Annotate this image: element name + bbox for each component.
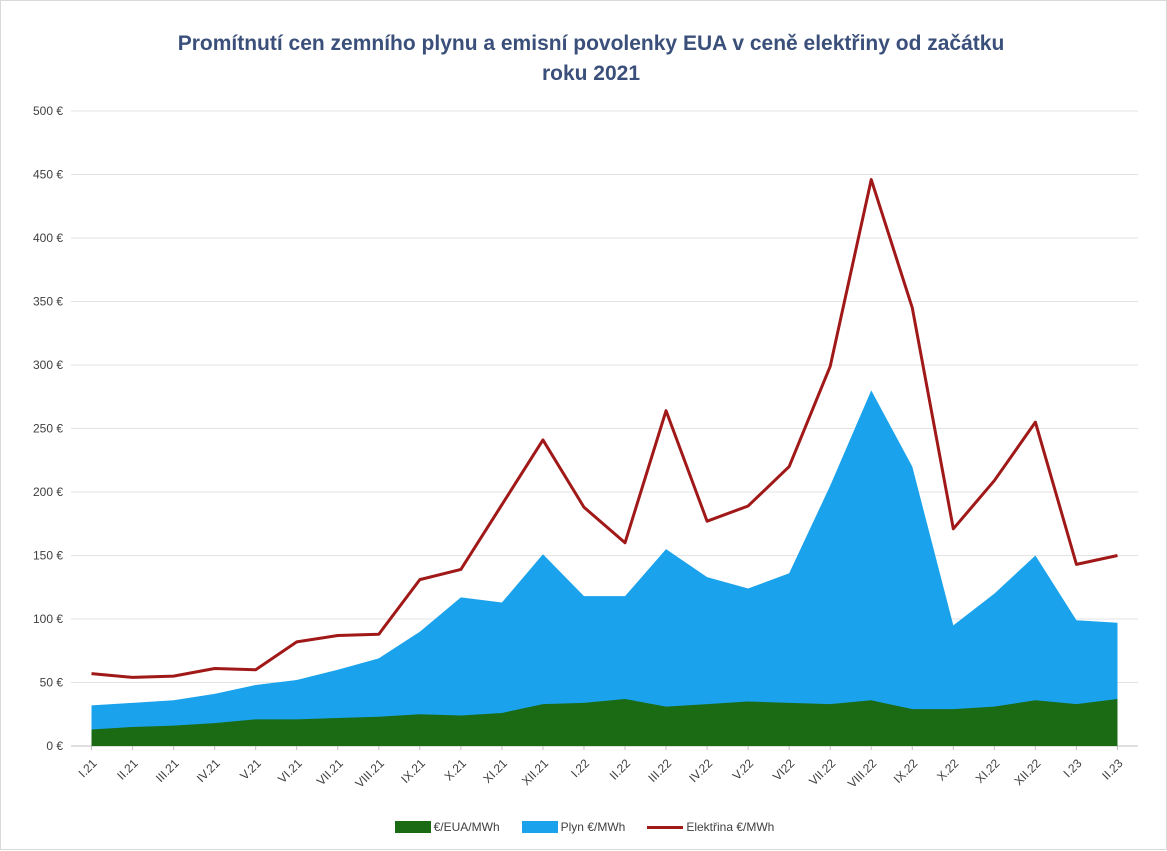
x-tick-label: VI.21 <box>275 756 305 786</box>
x-tick-label: I.21 <box>76 756 100 780</box>
area-series <box>92 390 1118 746</box>
x-tick-label: I.22 <box>568 756 592 780</box>
x-tick-label: IV.22 <box>686 756 715 785</box>
y-tick-label: 300 € <box>33 358 63 372</box>
x-tick-label: I.23 <box>1061 756 1085 780</box>
y-tick-label: 100 € <box>33 612 63 626</box>
y-tick-label: 450 € <box>33 168 63 182</box>
y-tick-label: 0 € <box>46 739 63 753</box>
y-tick-label: 200 € <box>33 485 63 499</box>
area-plyn <box>92 390 1118 746</box>
x-tick-label: X.22 <box>934 756 962 784</box>
legend-swatch-eua <box>395 821 431 833</box>
legend-label-plyn: Plyn €/MWh <box>561 820 626 834</box>
x-tick-label: VIII.21 <box>352 756 387 791</box>
x-tick-label: II.21 <box>114 756 141 783</box>
x-tick-label: VII.21 <box>314 756 346 788</box>
x-tick-label: IX.21 <box>398 756 428 786</box>
legend-swatch-elektrina <box>647 826 683 829</box>
y-tick-label: 400 € <box>33 231 63 245</box>
x-tick-label: VII.22 <box>806 756 838 788</box>
x-tick-label: IV.21 <box>194 756 223 785</box>
x-tick-label: II.22 <box>607 756 634 783</box>
y-tick-label: 500 € <box>33 104 63 118</box>
x-tick-label: X.21 <box>442 756 470 784</box>
legend-label-eua: €/EUA/MWh <box>434 820 500 834</box>
x-tick-label: III.22 <box>645 756 674 785</box>
legend-label-elektrina: Elektřina €/MWh <box>686 820 774 834</box>
x-tick-label: XI.21 <box>480 756 510 786</box>
y-tick-label: 350 € <box>33 295 63 309</box>
x-tick-label: V.21 <box>237 756 264 783</box>
x-tick-label: VI22 <box>770 756 798 784</box>
x-tick-label: II.23 <box>1099 756 1126 783</box>
legend-item-elektrina: Elektřina €/MWh <box>647 820 774 834</box>
x-tick-label: VIII.22 <box>845 756 880 791</box>
y-tick-label: 50 € <box>40 676 64 690</box>
x-tick-label: XI.22 <box>973 756 1003 786</box>
x-tick-label: III.21 <box>153 756 182 785</box>
x-tick-label: XII.21 <box>519 756 551 788</box>
legend-swatch-plyn <box>522 821 558 833</box>
x-tick-label: IX.22 <box>891 756 921 786</box>
y-tick-label: 250 € <box>33 422 63 436</box>
x-tick-label: V.22 <box>730 756 757 783</box>
y-tick-label: 150 € <box>33 549 63 563</box>
legend: €/EUA/MWh Plyn €/MWh Elektřina €/MWh <box>1 820 1167 834</box>
x-tick-label: XII.22 <box>1011 756 1043 788</box>
legend-item-eua: €/EUA/MWh <box>395 820 500 834</box>
legend-item-plyn: Plyn €/MWh <box>522 820 626 834</box>
